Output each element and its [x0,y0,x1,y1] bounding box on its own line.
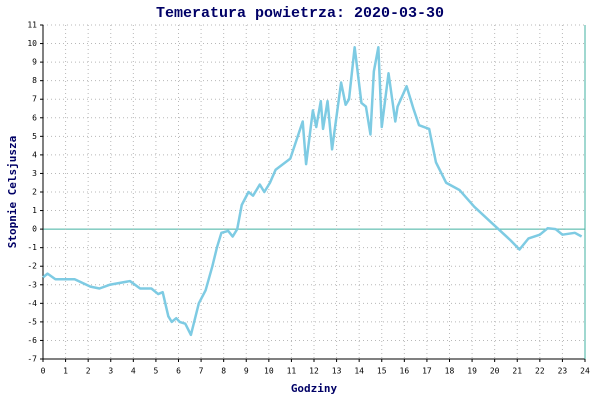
x-tick-label: 18 [445,367,455,376]
data-line [42,46,583,337]
x-tick-label: 5 [154,367,159,376]
x-tick-label: 20 [490,367,500,376]
y-tick-label: -1 [27,243,37,252]
x-tick-label: 10 [264,367,274,376]
x-tick-label: 23 [558,367,568,376]
x-axis-label: Godziny [291,382,338,395]
x-tick-label: 8 [221,367,226,376]
y-tick-label: 2 [32,188,37,197]
x-tick-label: 15 [377,367,387,376]
chart-title: Temeratura powietrza: 2020-03-30 [156,5,444,22]
y-axis-label: Stopnie Celsjusza [6,136,19,249]
x-tick-label: 11 [287,367,297,376]
x-tick-label: 12 [309,367,319,376]
x-tick-label: 6 [176,367,181,376]
x-tick-label: 19 [467,367,477,376]
y-tick-label: 1 [32,206,37,215]
x-tick-label: 0 [41,367,46,376]
x-tick-label: 4 [131,367,136,376]
x-tick-label: 17 [422,367,432,376]
x-tick-label: 14 [354,367,364,376]
x-tick-label: 9 [244,367,249,376]
y-tick-label: 7 [32,95,37,104]
x-tick-label: 16 [400,367,410,376]
y-tick-label: 3 [32,169,37,178]
x-tick-label: 21 [512,367,522,376]
x-tick-label: 2 [86,367,91,376]
y-tick-label: -5 [27,317,37,326]
x-tick-label: 1 [63,367,68,376]
y-tick-label: 4 [32,150,37,159]
y-tick-label: -7 [27,355,37,364]
y-tick-label: 11 [27,21,37,30]
y-tick-label: 5 [32,132,37,141]
y-tick-label: 6 [32,113,37,122]
x-tick-label: 24 [580,367,590,376]
x-tick-label: 7 [199,367,204,376]
y-tick-label: -2 [27,262,37,271]
y-tick-label: 10 [27,39,37,48]
x-tick-label: 13 [332,367,342,376]
x-tick-label: 22 [535,367,545,376]
y-tick-label: 9 [32,58,37,67]
x-tick-label: 3 [108,367,113,376]
y-tick-label: 8 [32,76,37,85]
y-tick-label: -4 [27,299,37,308]
y-tick-label: -3 [27,280,37,289]
y-tick-label: -6 [27,336,37,345]
y-tick-label: 0 [32,225,37,234]
